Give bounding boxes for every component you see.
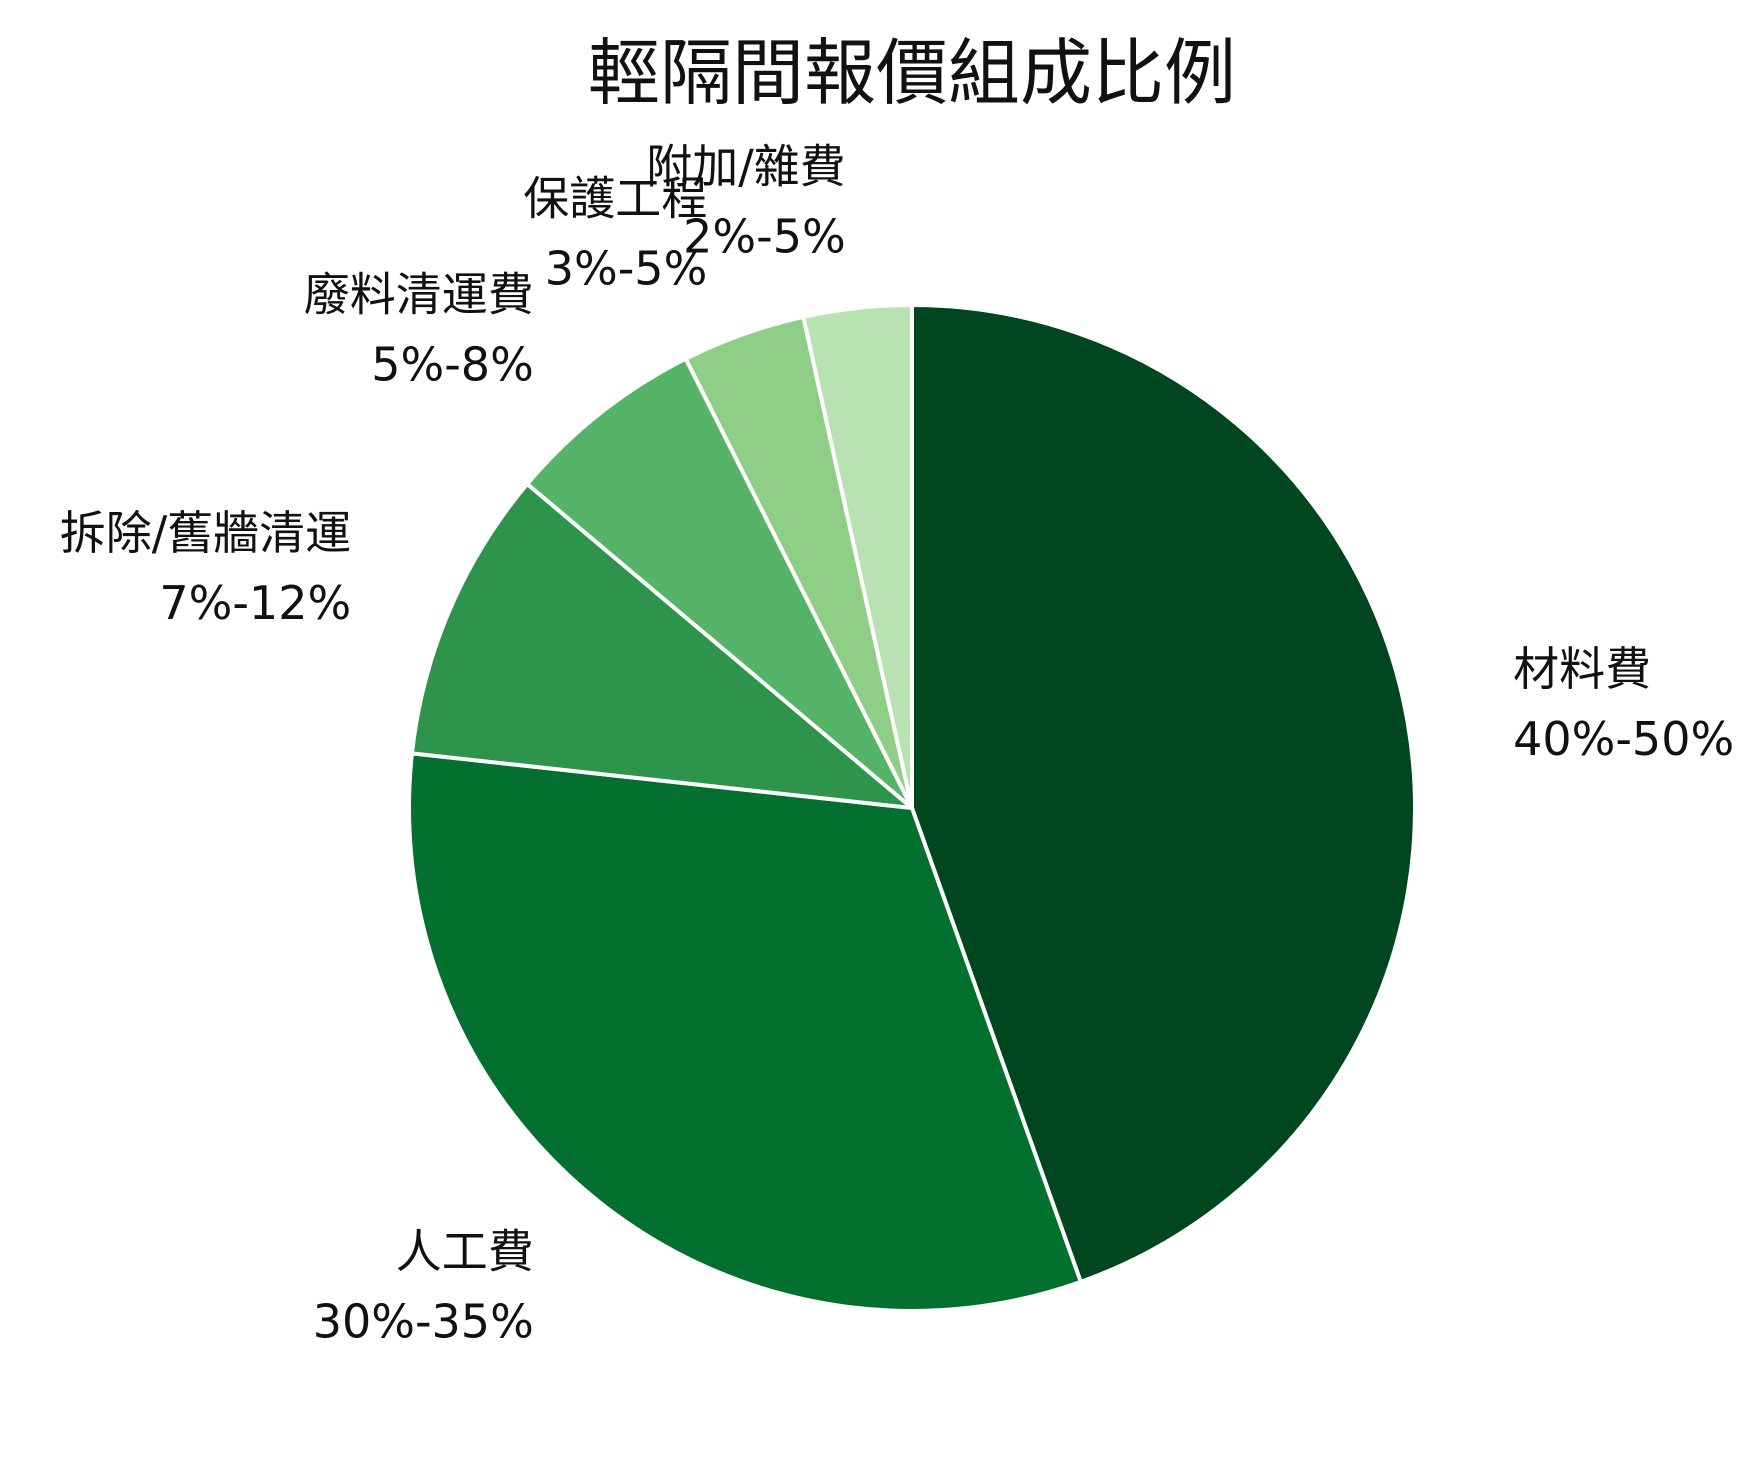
slice-label-2: 人工費 30%-35%: [313, 1225, 534, 1349]
slice-label-5: 保護工程 3%-5%: [523, 171, 707, 295]
slice-name: 廢料清運費: [304, 267, 534, 321]
pie-slice-4: [525, 356, 914, 810]
slice-range: 7%-12%: [159, 576, 351, 630]
slice-range: 40%-50%: [1513, 712, 1734, 766]
pie-slice-3: [409, 482, 914, 810]
slice-range: 3%-5%: [545, 241, 708, 295]
pie-slice-6: [801, 303, 914, 810]
pie-slice-1: [910, 303, 1417, 1284]
slice-range: 5%-8%: [371, 337, 534, 391]
slice-range: 30%-35%: [313, 1295, 534, 1349]
slice-name: 材料費: [1513, 642, 1651, 696]
slice-name: 保護工程: [523, 171, 707, 225]
slice-label-6: 附加/雜費 2%-5%: [646, 140, 846, 264]
slice-label-3: 拆除/舊牆清運 7%-12%: [60, 506, 352, 630]
slice-name: 人工費: [396, 1225, 534, 1279]
slice-label-4: 廢料清運費 5%-8%: [304, 267, 534, 391]
slice-range: 2%-5%: [683, 210, 846, 264]
pie-slice-2: [407, 751, 1083, 1313]
pie-labels: 材料費 40%-50% 人工費 30%-35% 拆除/舊牆清運 7%-12% 廢料清運費 5%…: [60, 140, 1734, 1349]
slice-name: 拆除/舊牆清運: [60, 506, 352, 560]
slice-label-1: 材料費 40%-50%: [1513, 642, 1734, 766]
pie-slices: [407, 303, 1417, 1313]
slice-name: 附加/雜費: [646, 140, 846, 194]
chart-title: 輕隔間報價組成比例: [588, 31, 1236, 115]
